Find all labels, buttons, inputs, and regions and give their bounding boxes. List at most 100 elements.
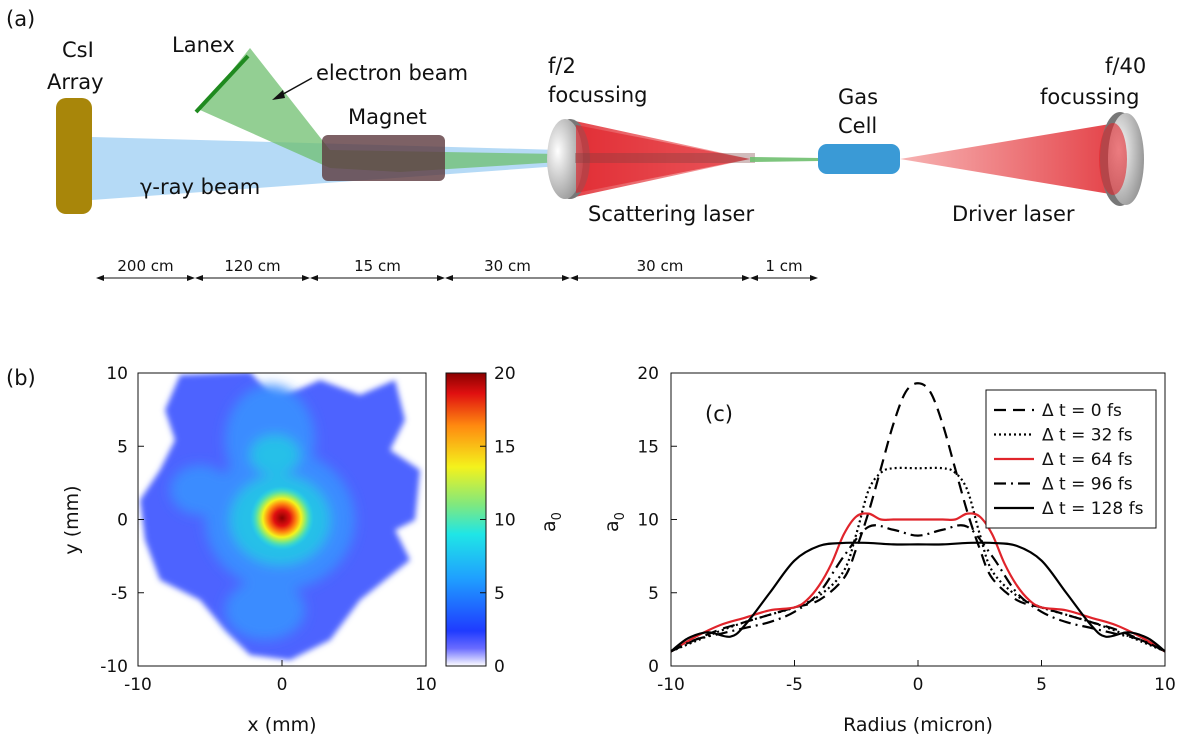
colorbar-label: a0 bbox=[538, 512, 565, 532]
driver-laser-label: Driver laser bbox=[952, 202, 1075, 226]
line-chart-ylabel: a0 bbox=[601, 512, 628, 532]
colorbar-tick-label: 5 bbox=[494, 584, 505, 604]
line-chart-xtick-label: 0 bbox=[913, 675, 924, 695]
magnet-block bbox=[322, 135, 445, 181]
legend-label: Δ t = 0 fs bbox=[1042, 401, 1122, 421]
f2-focussing-optic bbox=[547, 119, 755, 199]
line-chart-ylabel-main: a bbox=[601, 520, 623, 532]
heatmap-ytick-label: 0 bbox=[117, 511, 128, 531]
line-chart-xtick-label: -5 bbox=[786, 675, 803, 695]
f2-label-line1: f/2 bbox=[548, 54, 576, 78]
f40-label-line1: f/40 bbox=[1105, 54, 1146, 78]
line-chart-ytick-label: 5 bbox=[648, 584, 659, 604]
distance-scale: 200 cm 120 cm 15 cm 30 cm 30 cm 1 cm bbox=[96, 257, 818, 281]
scattering-laser-label: Scattering laser bbox=[588, 202, 754, 226]
lanex-screen bbox=[194, 54, 250, 114]
distance-arrowhead-right bbox=[187, 275, 195, 281]
colorbar-ticks: 20 15 10 5 0 bbox=[480, 364, 516, 677]
heatmap-ytick-label: -10 bbox=[100, 657, 128, 677]
legend-label: Δ t = 96 fs bbox=[1042, 475, 1133, 495]
colorbar-tick-label: 10 bbox=[494, 511, 516, 531]
f2-label-line2: focussing bbox=[548, 83, 647, 107]
line-chart-xtick-label: -10 bbox=[657, 675, 685, 695]
heatmap-image bbox=[138, 373, 426, 666]
distance-label: 200 cm bbox=[117, 257, 173, 275]
heatmap-peak bbox=[250, 486, 314, 550]
heatmap-ylabel: y (mm) bbox=[61, 485, 83, 554]
distance-arrowhead-right bbox=[810, 275, 818, 281]
heatmap-blob-left bbox=[170, 465, 230, 515]
legend-label: Δ t = 128 fs bbox=[1042, 499, 1144, 519]
distance-label: 30 cm bbox=[484, 257, 531, 275]
distance-arrowhead-left bbox=[310, 275, 318, 281]
distance-arrowhead-left bbox=[750, 275, 758, 281]
gas-cell-block bbox=[818, 144, 900, 174]
electron-beam-label: electron beam bbox=[316, 61, 468, 85]
colorbar-tick-label: 15 bbox=[494, 437, 516, 457]
heatmap-blob-cyan-upper bbox=[250, 435, 300, 475]
heatmap-xlabel: x (mm) bbox=[247, 714, 316, 736]
legend-label: Δ t = 64 fs bbox=[1042, 450, 1133, 470]
colorbar-label-main: a bbox=[538, 520, 560, 532]
line-chart-xlabel: Radius (micron) bbox=[843, 714, 993, 736]
distance-label: 120 cm bbox=[224, 257, 280, 275]
distance-arrowhead-right bbox=[562, 275, 570, 281]
distance-label: 30 cm bbox=[637, 257, 684, 275]
electron-beam-shape bbox=[200, 48, 560, 172]
heatmap-xtick-label: 10 bbox=[415, 675, 437, 695]
colorbar-tick-label: 20 bbox=[494, 364, 516, 384]
heatmap-xtick-label: -10 bbox=[124, 675, 152, 695]
panel-label-c: (c) bbox=[705, 402, 733, 426]
distance-arrowhead-left bbox=[195, 275, 203, 281]
colorbar-label-sub: 0 bbox=[550, 512, 565, 520]
distance-label: 15 cm bbox=[354, 257, 401, 275]
electron-beam-arrowhead bbox=[272, 90, 285, 100]
colorbar bbox=[445, 372, 487, 667]
heatmap-xtick-label: 0 bbox=[277, 675, 288, 695]
heatmap-ytick-label: -5 bbox=[111, 584, 128, 604]
csi-label-line1: CsI bbox=[62, 38, 94, 62]
line-chart-ylabel-text: a0 bbox=[601, 512, 628, 532]
magnet-label: Magnet bbox=[348, 105, 427, 129]
line-chart-ytick-label: 10 bbox=[637, 511, 659, 531]
heatmap-ytick-label: 10 bbox=[106, 364, 128, 384]
csi-array-block bbox=[56, 98, 92, 214]
f40-label-line2: focussing bbox=[1040, 85, 1139, 109]
f2-beam-hole bbox=[575, 153, 755, 163]
line-chart-ticks: -10 -5 0 5 10 20 15 10 5 0 bbox=[637, 364, 1175, 695]
series-line bbox=[670, 541, 1166, 653]
legend-label: Δ t = 32 fs bbox=[1042, 426, 1133, 446]
series-line bbox=[670, 524, 1166, 653]
gas-cell-label-line2: Cell bbox=[838, 114, 877, 138]
line-chart-ytick-label: 15 bbox=[637, 437, 659, 457]
gas-cell-label-line1: Gas bbox=[838, 85, 878, 109]
colorbar-label-text: a0 bbox=[538, 512, 565, 532]
distance-arrowhead-right bbox=[437, 275, 445, 281]
line-chart-ytick-label: 0 bbox=[648, 657, 659, 677]
panel-label-b: (b) bbox=[6, 366, 36, 390]
distance-arrowhead-left bbox=[96, 275, 104, 281]
setup-diagram: (a) bbox=[6, 7, 1146, 281]
heatmap-ticks: -10 0 10 10 5 0 -5 -10 bbox=[100, 364, 437, 695]
line-chart-ylabel-sub: 0 bbox=[613, 512, 628, 520]
lanex-label: Lanex bbox=[172, 33, 235, 57]
distance-label: 1 cm bbox=[765, 257, 802, 275]
distance-arrowhead-right bbox=[742, 275, 750, 281]
f2-optic-face bbox=[547, 119, 583, 199]
series-line bbox=[670, 512, 1166, 653]
legend-items: Δ t = 0 fs Δ t = 32 fs Δ t = 64 fs Δ t = 96… bbox=[994, 401, 1144, 519]
colorbar-tick-label: 0 bbox=[494, 657, 505, 677]
driver-laser-cone bbox=[900, 124, 1110, 194]
gamma-beam-label: γ-ray beam bbox=[140, 175, 260, 199]
distance-arrowhead-left bbox=[445, 275, 453, 281]
heatmap-ytick-label: 5 bbox=[117, 437, 128, 457]
line-chart-legend: Δ t = 0 fs Δ t = 32 fs Δ t = 64 fs Δ t = 96… bbox=[985, 389, 1157, 529]
f2-laser-overlay bbox=[576, 125, 750, 193]
series-line bbox=[670, 382, 1166, 653]
panel-label-a: (a) bbox=[6, 7, 35, 31]
csi-label-line2: Array bbox=[47, 70, 104, 94]
series-line bbox=[670, 466, 1166, 653]
line-chart-ytick-label: 20 bbox=[637, 364, 659, 384]
